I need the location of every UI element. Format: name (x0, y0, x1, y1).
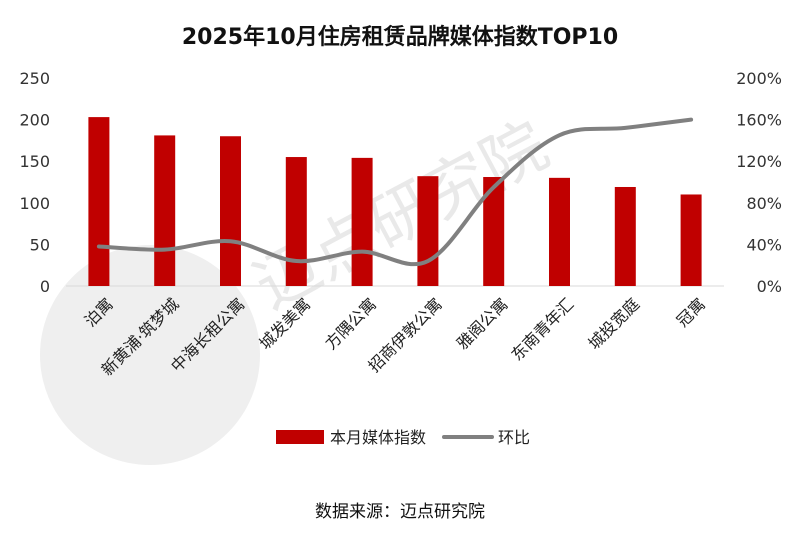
line-series (96, 117, 694, 267)
line-path (96, 117, 694, 267)
y-left-tick-label: 0 (40, 277, 50, 296)
x-category-label: 方隅公寓 (321, 294, 380, 353)
x-category-label: 城投宽庭 (584, 294, 643, 353)
y-left-tick-label: 250 (19, 69, 50, 88)
bar (88, 117, 110, 286)
bar (154, 135, 176, 286)
source-note: 数据来源：迈点研究院 (315, 502, 485, 522)
y-axis-right: 0% 40% 80% 120% 160% 200% (736, 69, 782, 296)
legend: 本月媒体指数 环比 (276, 428, 530, 447)
bar (351, 157, 373, 286)
x-category-label: 冠寓 (673, 294, 709, 330)
bar (549, 177, 570, 286)
bar (614, 186, 636, 286)
y-right-tick-label: 0% (757, 277, 782, 296)
y-right-tick-label: 120% (736, 152, 782, 171)
y-left-tick-label: 200 (19, 111, 50, 130)
y-axis-left: 0 50 100 150 200 250 (19, 69, 50, 296)
bar (483, 177, 505, 286)
legend-bar-swatch (276, 430, 324, 444)
y-right-tick-label: 200% (736, 69, 782, 88)
x-category-label: 东南青年汇 (507, 294, 577, 364)
y-right-tick-label: 80% (746, 194, 782, 213)
y-left-tick-label: 150 (19, 152, 50, 171)
bar (220, 136, 241, 286)
watermark-logo (40, 245, 260, 465)
legend-bar-label: 本月媒体指数 (330, 428, 426, 447)
x-category-label: 雅阁公寓 (453, 294, 512, 353)
y-left-tick-label: 50 (30, 235, 50, 254)
y-left-tick-label: 100 (19, 194, 50, 213)
chart-title: 2025年10月住房租赁品牌媒体指数TOP10 (182, 24, 618, 50)
bar (680, 194, 702, 286)
bar (417, 176, 439, 286)
y-right-tick-label: 40% (746, 235, 782, 254)
bar (285, 157, 307, 286)
legend-line-label: 环比 (498, 428, 530, 447)
y-right-tick-label: 160% (736, 111, 782, 130)
